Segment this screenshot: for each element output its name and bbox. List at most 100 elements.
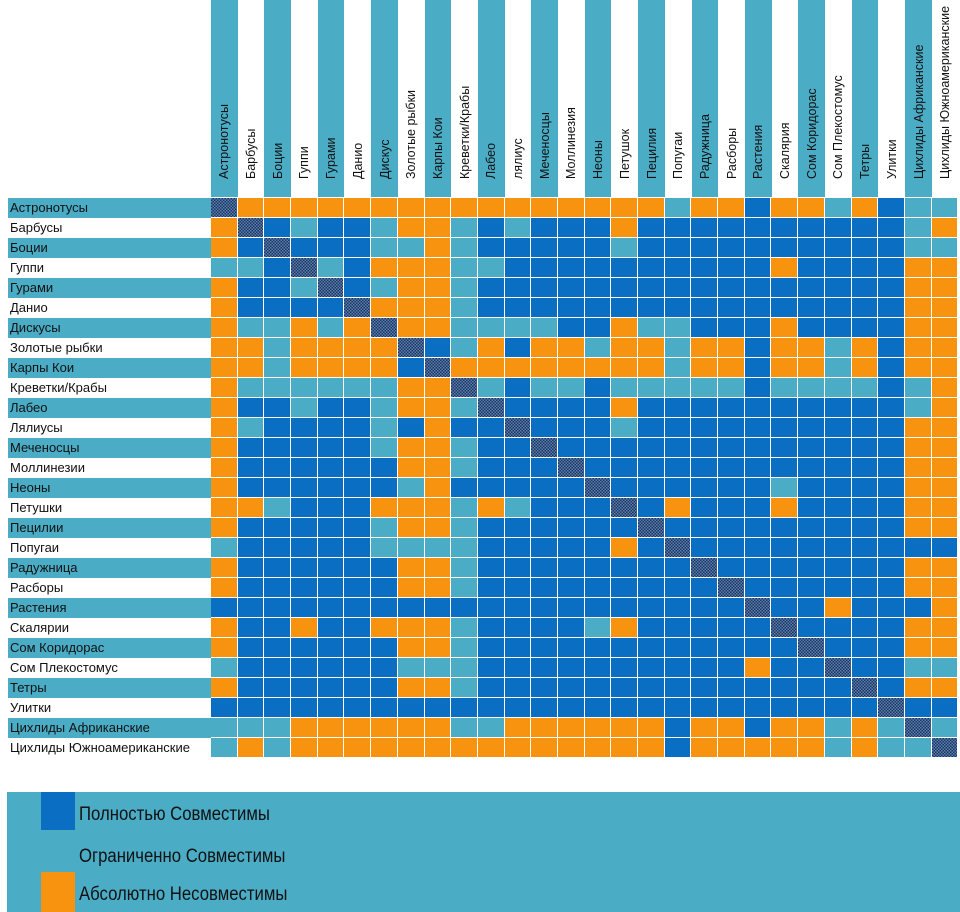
matrix-cell bbox=[371, 518, 397, 537]
matrix-cell bbox=[584, 658, 611, 677]
matrix-cell bbox=[718, 478, 744, 497]
row-header-label: Сом Плекостомус bbox=[10, 660, 118, 675]
matrix-cell bbox=[931, 198, 958, 217]
matrix-cell bbox=[424, 678, 451, 697]
matrix-cell bbox=[771, 298, 798, 317]
matrix-cell bbox=[477, 538, 504, 557]
matrix-cell bbox=[557, 558, 584, 577]
matrix-cell bbox=[931, 498, 958, 517]
matrix-cell bbox=[477, 478, 504, 497]
matrix-cell bbox=[664, 678, 691, 697]
matrix-cell bbox=[691, 498, 718, 517]
matrix-cell bbox=[611, 238, 637, 257]
matrix-cell bbox=[504, 238, 531, 257]
matrix-cell bbox=[638, 498, 664, 517]
row-header-label: Гуппи bbox=[10, 260, 45, 275]
matrix-cell bbox=[931, 558, 958, 577]
matrix-cell bbox=[691, 618, 718, 637]
matrix-cell bbox=[744, 498, 771, 517]
matrix-cell bbox=[691, 578, 718, 597]
matrix-cell bbox=[317, 198, 344, 217]
matrix-cell bbox=[397, 678, 424, 697]
matrix-cell bbox=[504, 478, 531, 497]
matrix-cell bbox=[904, 458, 931, 477]
matrix-cell bbox=[664, 238, 691, 257]
matrix-cell bbox=[851, 718, 878, 737]
matrix-cell bbox=[291, 198, 317, 217]
row-header-label: Скалярии bbox=[10, 620, 69, 635]
matrix-cell bbox=[931, 598, 958, 617]
column-header-label: Барбусы bbox=[244, 128, 259, 179]
matrix-cell bbox=[237, 578, 264, 597]
matrix-cell bbox=[317, 458, 344, 477]
matrix-cell bbox=[584, 618, 611, 637]
matrix-cell bbox=[691, 718, 718, 737]
matrix-cell bbox=[531, 258, 557, 277]
matrix-cell bbox=[344, 318, 371, 337]
matrix-cell bbox=[664, 418, 691, 437]
row-header-label: Золотые рыбки bbox=[10, 340, 103, 355]
matrix-cell-diagonal bbox=[264, 238, 291, 257]
matrix-cell bbox=[664, 338, 691, 357]
matrix-cell bbox=[237, 318, 264, 337]
matrix-cell bbox=[771, 478, 798, 497]
matrix-cell bbox=[584, 518, 611, 537]
matrix-cell bbox=[691, 518, 718, 537]
matrix-cell bbox=[904, 358, 931, 377]
column-header-label: Сом Плекостомус bbox=[831, 75, 846, 179]
matrix-cell bbox=[291, 578, 317, 597]
matrix-cell bbox=[584, 438, 611, 457]
matrix-cell bbox=[211, 578, 237, 597]
matrix-cell bbox=[664, 218, 691, 237]
matrix-cell bbox=[824, 618, 851, 637]
matrix-cell bbox=[264, 418, 291, 437]
matrix-cell bbox=[344, 598, 371, 617]
column-header-label: Неоны bbox=[591, 140, 606, 179]
matrix-cell bbox=[584, 358, 611, 377]
matrix-cell bbox=[798, 538, 824, 557]
matrix-cell bbox=[878, 238, 904, 257]
matrix-cell bbox=[744, 398, 771, 417]
column-header-label: Золотые рыбки bbox=[404, 89, 419, 179]
column-header: Расборы bbox=[718, 0, 745, 197]
matrix-cell bbox=[931, 718, 958, 737]
matrix-cell bbox=[744, 678, 771, 697]
matrix-cell bbox=[611, 338, 637, 357]
matrix-cell bbox=[904, 598, 931, 617]
column-header: Растения bbox=[745, 0, 772, 197]
matrix-cell bbox=[691, 338, 718, 357]
matrix-cell bbox=[718, 258, 744, 277]
matrix-cell bbox=[744, 218, 771, 237]
matrix-cell bbox=[638, 358, 664, 377]
matrix-cell bbox=[798, 738, 824, 757]
matrix-cell bbox=[931, 258, 958, 277]
matrix-cell bbox=[531, 738, 557, 757]
matrix-cell bbox=[451, 698, 477, 717]
matrix-cell bbox=[344, 638, 371, 657]
matrix-cell bbox=[691, 638, 718, 657]
matrix-cell-diagonal bbox=[904, 718, 931, 737]
matrix-cell bbox=[931, 518, 958, 537]
matrix-cell bbox=[237, 558, 264, 577]
row-header-label: Астронотусы bbox=[8, 198, 211, 218]
matrix-cell bbox=[878, 678, 904, 697]
column-header-label: Сом Коридорас bbox=[804, 88, 819, 179]
matrix-cell bbox=[824, 458, 851, 477]
matrix-cell bbox=[611, 718, 637, 737]
matrix-cell bbox=[397, 198, 424, 217]
matrix-cell bbox=[264, 578, 291, 597]
matrix-cell bbox=[664, 198, 691, 217]
column-header: Данио bbox=[345, 0, 372, 197]
matrix-cell bbox=[397, 638, 424, 657]
matrix-cell bbox=[611, 538, 637, 557]
matrix-cell bbox=[531, 698, 557, 717]
matrix-cell bbox=[344, 418, 371, 437]
matrix-cell bbox=[904, 518, 931, 537]
matrix-cell bbox=[237, 418, 264, 437]
matrix-cell bbox=[771, 378, 798, 397]
matrix-cell bbox=[798, 378, 824, 397]
matrix-cell bbox=[718, 218, 744, 237]
matrix-cell bbox=[397, 618, 424, 637]
matrix-cell bbox=[211, 258, 237, 277]
matrix-cell bbox=[291, 658, 317, 677]
